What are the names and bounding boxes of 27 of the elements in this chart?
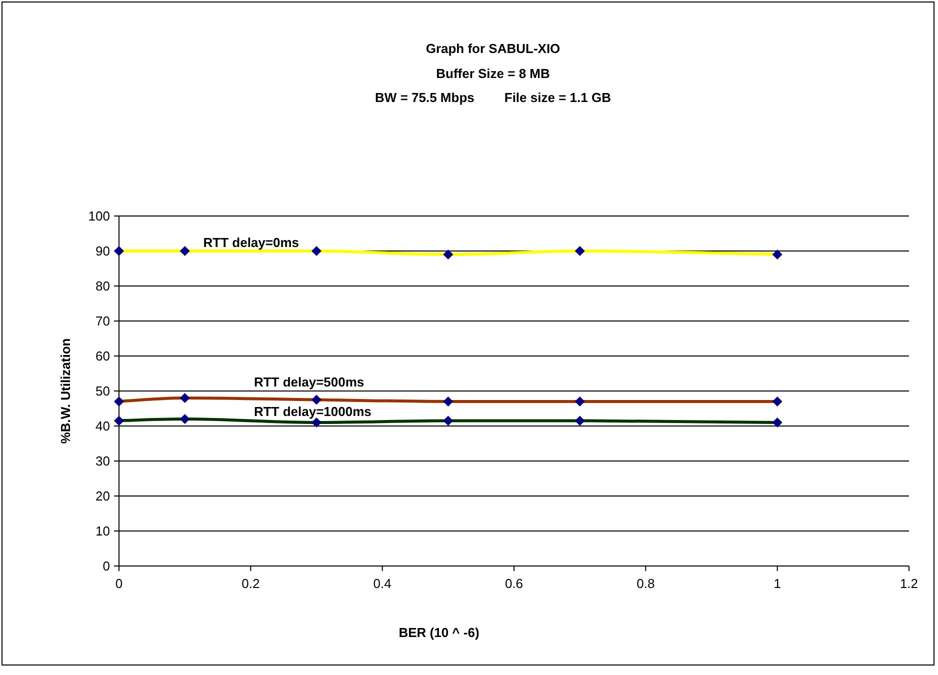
y-tick-label: 50 xyxy=(96,384,110,399)
y-tick-label: 60 xyxy=(96,348,110,364)
series-label: RTT delay=500ms xyxy=(254,374,364,390)
y-tick-label: 0 xyxy=(102,558,110,574)
y-tick-label: 90 xyxy=(96,244,110,259)
x-tick-label: 0.4 xyxy=(373,576,392,591)
y-tick-label: 20 xyxy=(96,488,110,504)
y-axis-title: %B.W. Utilization xyxy=(58,338,73,444)
chart-subtitle: Buffer Size = 8 MB xyxy=(436,66,550,81)
text: File size = 1.1 GB xyxy=(504,90,611,105)
y-tick-label: 10 xyxy=(96,524,110,539)
text: BW = 75.5 Mbps xyxy=(375,90,474,105)
series-label: RTT delay=0ms xyxy=(203,235,300,250)
x-axis-title: BER (10 ^ -6) xyxy=(398,625,480,640)
series-label: RTT delay=1000ms xyxy=(254,404,372,419)
x-tick-label: 0.8 xyxy=(636,576,655,591)
y-tick-label: 70 xyxy=(96,314,110,329)
chart-title: Graph for SABUL-XIO xyxy=(426,41,560,56)
y-tick-label: 40 xyxy=(96,418,110,434)
x-tick-label: 0 xyxy=(115,576,123,591)
y-tick-label: 80 xyxy=(96,278,110,294)
y-tick-label: 30 xyxy=(96,454,110,469)
x-tick-label: 0.6 xyxy=(504,576,524,591)
x-tick-label: 0.2 xyxy=(242,576,260,591)
y-tick-label: 100 xyxy=(88,208,110,224)
x-tick-label: 1 xyxy=(774,576,781,591)
x-tick-label: 1.2 xyxy=(900,576,918,591)
